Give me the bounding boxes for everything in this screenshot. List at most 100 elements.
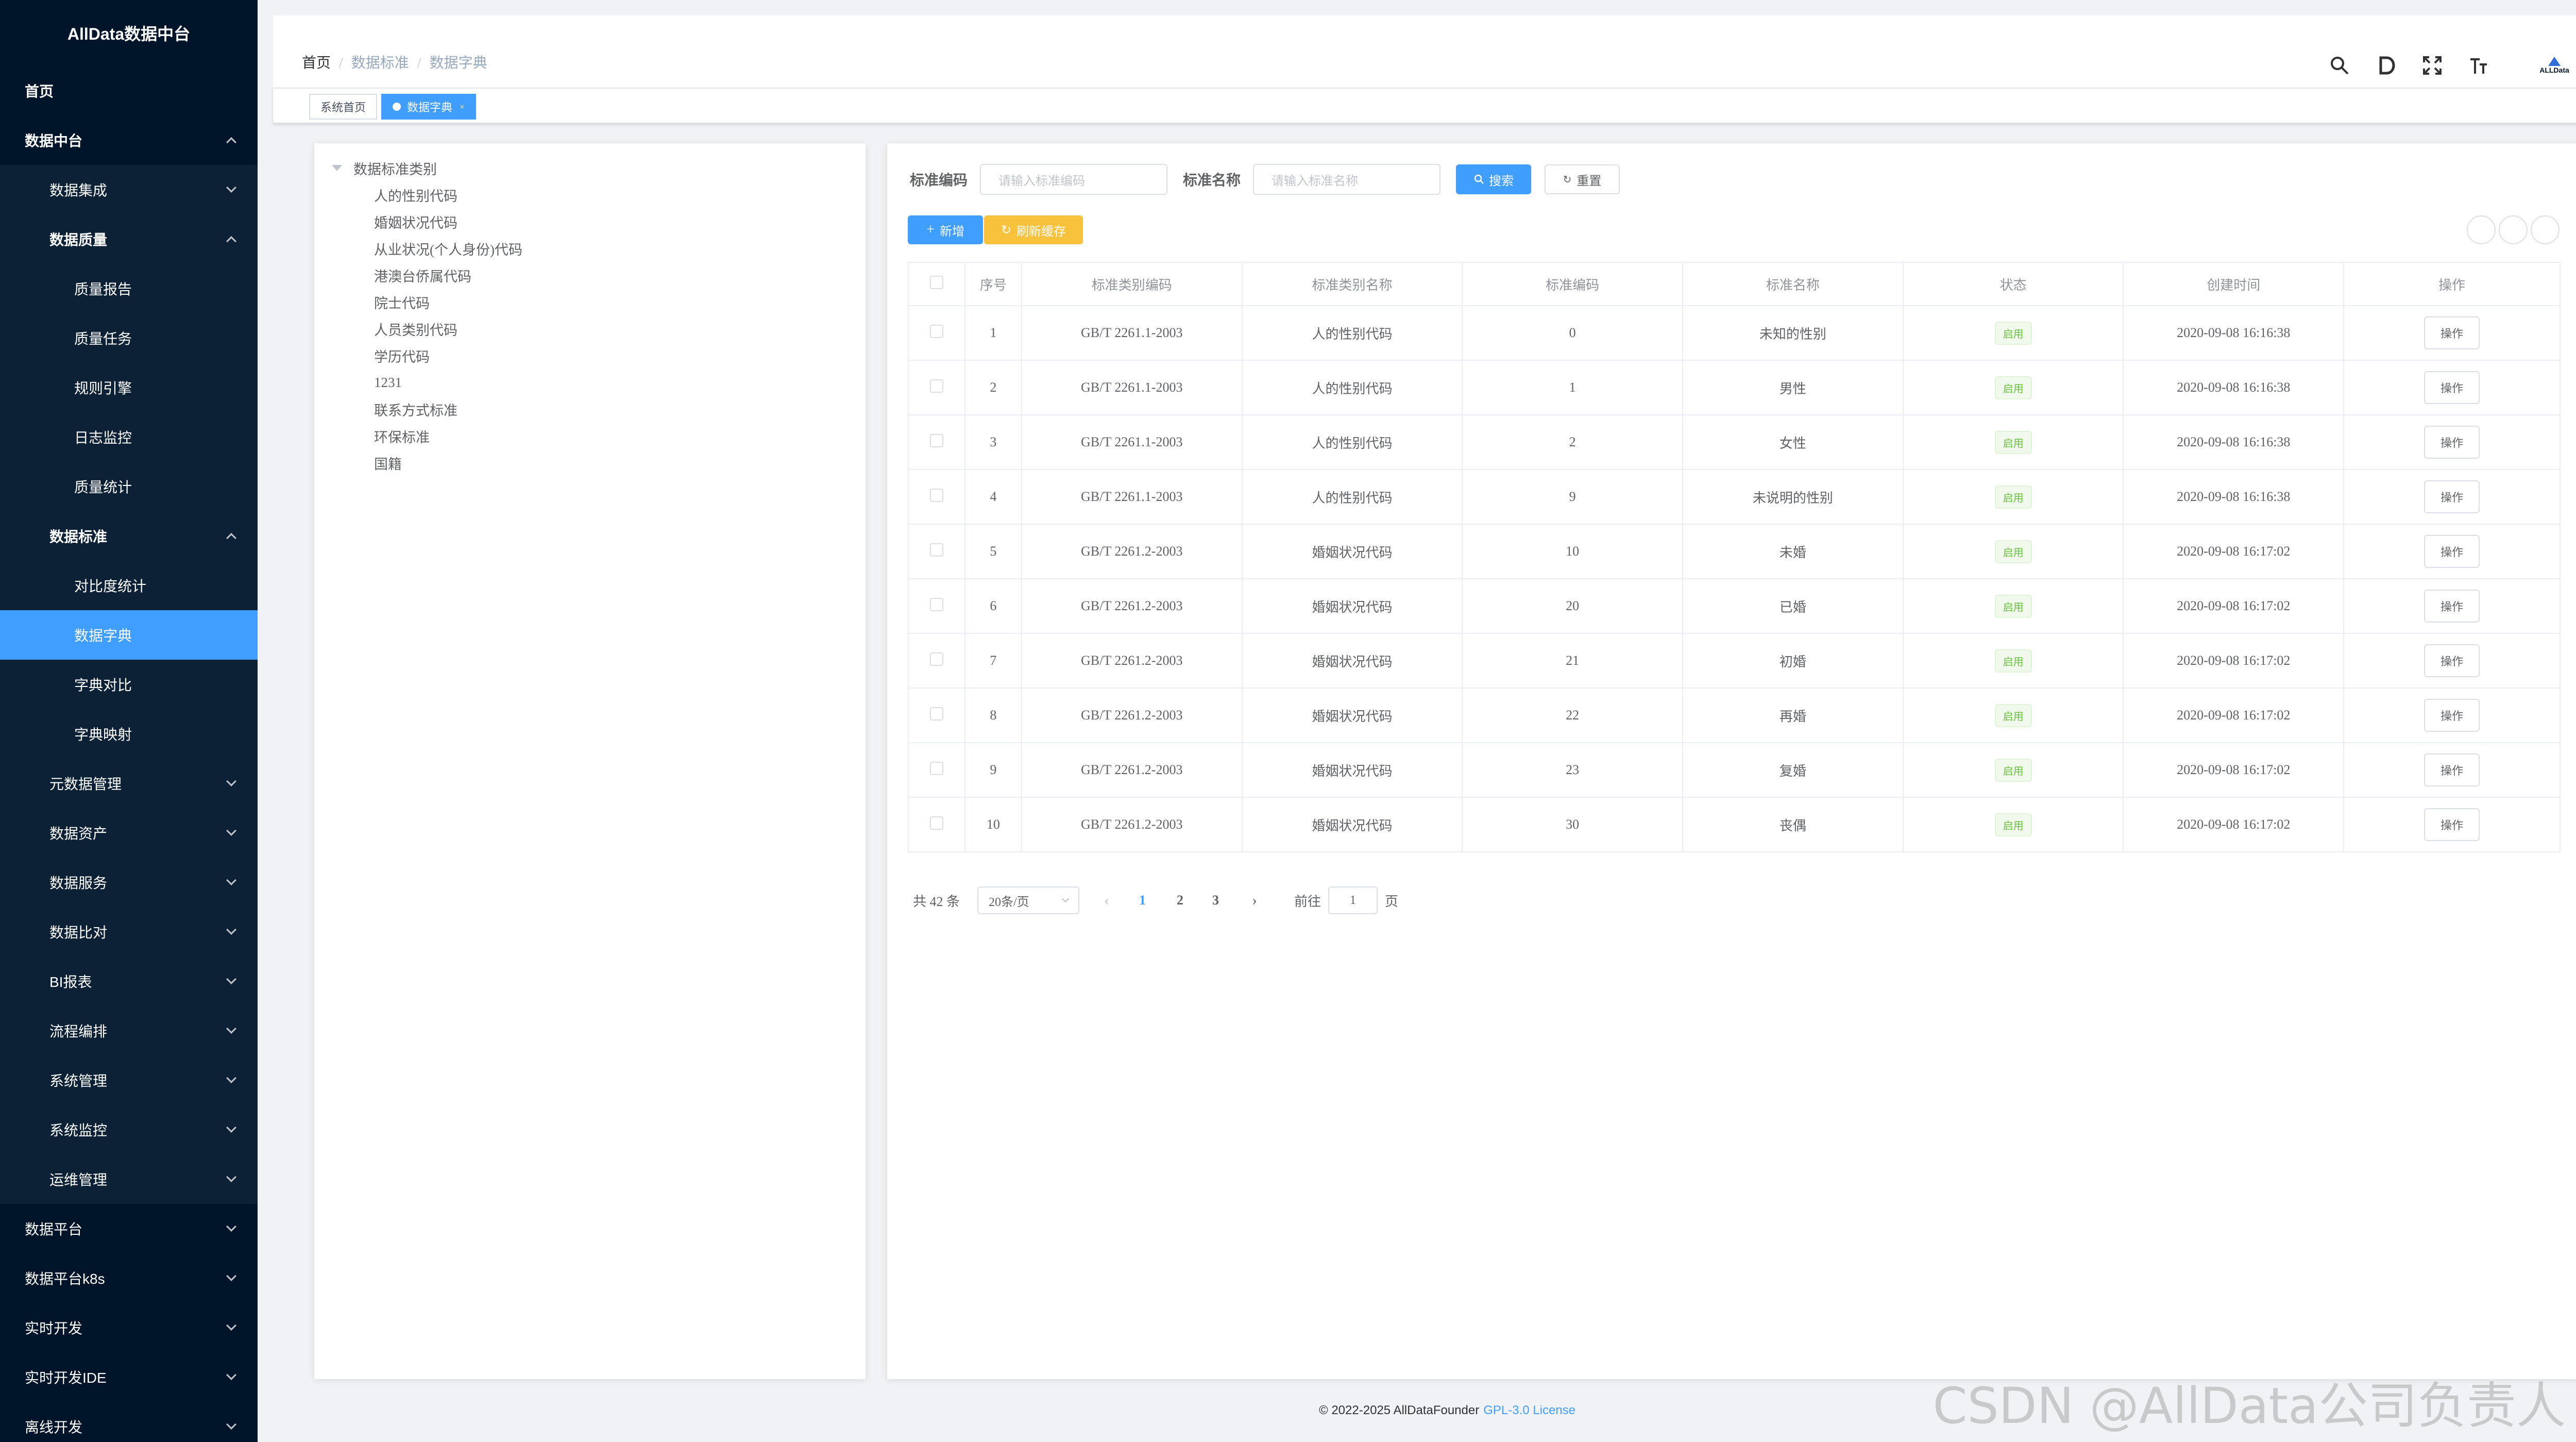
page-3[interactable]: 3 <box>1212 893 1219 908</box>
table-row[interactable]: 4 GB/T 2261.1-2003 人的性别代码 9 未说明的性别 启用 2020-09-… <box>908 469 2561 525</box>
sidebar-item[interactable]: 数据比对 <box>0 907 258 957</box>
sidebar-item[interactable]: 实时开发 <box>0 1303 258 1352</box>
sidebar-item[interactable]: 数据标准 <box>0 511 258 561</box>
operation-button[interactable]: 操作 <box>2424 699 2480 732</box>
breadcrumb-home[interactable]: 首页 <box>302 55 331 71</box>
document-icon[interactable] <box>2374 54 2398 77</box>
page-2[interactable]: 2 <box>1177 893 1184 908</box>
row-checkbox[interactable] <box>929 652 943 666</box>
cell-name: 已婚 <box>1682 578 1904 634</box>
tree-node[interactable]: 婚姻状况代码 <box>374 215 457 231</box>
row-checkbox[interactable] <box>929 379 943 393</box>
name-input[interactable]: 请输入标准名称 <box>1253 164 1441 195</box>
sidebar-item[interactable]: 实时开发IDE <box>0 1352 258 1402</box>
refresh-table-button[interactable] <box>2499 215 2528 244</box>
fullscreen-icon[interactable] <box>2420 54 2444 77</box>
operation-button[interactable]: 操作 <box>2424 480 2480 513</box>
sidebar-item[interactable]: 数据平台 <box>0 1204 258 1253</box>
row-checkbox[interactable] <box>929 707 943 720</box>
tree-node[interactable]: 1231 <box>374 374 402 390</box>
operation-button[interactable]: 操作 <box>2424 590 2480 623</box>
toggle-search-button[interactable] <box>2467 215 2496 244</box>
row-checkbox[interactable] <box>929 597 943 611</box>
sidebar-item[interactable]: 数据服务 <box>0 858 258 907</box>
sidebar-item[interactable]: 数据质量 <box>0 214 258 264</box>
tree-node[interactable]: 联系方式标准 <box>374 403 457 418</box>
tree-node[interactable]: 环保标准 <box>374 429 430 445</box>
row-checkbox[interactable] <box>929 324 943 338</box>
sidebar-item[interactable]: 流程编排 <box>0 1006 258 1055</box>
tree-node[interactable]: 港澳台侨属代码 <box>374 269 471 284</box>
sidebar-item[interactable]: 数据中台 <box>0 115 258 165</box>
table-row[interactable]: 10 GB/T 2261.2-2003 婚姻状况代码 30 丧偶 启用 2020-09-08… <box>908 797 2561 852</box>
search-icon[interactable] <box>2328 54 2351 77</box>
table-row[interactable]: 9 GB/T 2261.2-2003 婚姻状况代码 23 复婚 启用 2020-09-08 … <box>908 742 2561 798</box>
refresh-cache-button[interactable]: ↻ 刷新缓存 <box>984 215 1083 244</box>
breadcrumb-standard[interactable]: 数据标准 <box>351 55 409 71</box>
tag-data-dictionary[interactable]: 数据字典 × <box>381 94 477 120</box>
tree-node[interactable]: 院士代码 <box>374 295 430 311</box>
tree-node[interactable]: 国籍 <box>374 456 402 472</box>
prev-page-icon[interactable]: ‹ <box>1104 892 1110 909</box>
sidebar-item[interactable]: 数据字典 <box>0 610 258 660</box>
sidebar-item[interactable]: 质量任务 <box>0 313 258 363</box>
reset-button[interactable]: ↻ 重置 <box>1545 164 1620 194</box>
sidebar-item[interactable]: 数据资产 <box>0 808 258 858</box>
sidebar-item[interactable]: 元数据管理 <box>0 759 258 808</box>
table-row[interactable]: 2 GB/T 2261.1-2003 人的性别代码 1 男性 启用 2020-09-08 1… <box>908 360 2561 415</box>
sidebar-item[interactable]: 系统管理 <box>0 1055 258 1105</box>
add-button[interactable]: + 新增 <box>908 215 983 244</box>
sidebar-item[interactable]: 质量统计 <box>0 462 258 511</box>
row-checkbox[interactable] <box>929 761 943 775</box>
tree-root[interactable]: 数据标准类别 <box>319 155 522 181</box>
operation-button[interactable]: 操作 <box>2424 808 2480 841</box>
row-checkbox[interactable] <box>929 433 943 447</box>
sidebar-item[interactable]: 首页 <box>0 66 258 115</box>
close-icon[interactable]: × <box>460 101 465 112</box>
avatar[interactable]: ALLData <box>2534 47 2576 83</box>
operation-button[interactable]: 操作 <box>2424 535 2480 568</box>
table-row[interactable]: 7 GB/T 2261.2-2003 婚姻状况代码 21 初婚 启用 2020-09-08 … <box>908 633 2561 689</box>
sidebar-item[interactable]: 质量报告 <box>0 264 258 313</box>
sidebar-item[interactable]: 系统监控 <box>0 1105 258 1154</box>
tag-home[interactable]: 系统首页 <box>309 94 378 120</box>
page-1[interactable]: 1 <box>1139 893 1146 908</box>
sidebar-item[interactable]: 数据平台k8s <box>0 1253 258 1303</box>
operation-button[interactable]: 操作 <box>2424 371 2480 404</box>
caret-down-icon[interactable] <box>332 165 342 171</box>
tree-node[interactable]: 从业状况(个人身份)代码 <box>374 242 522 258</box>
sidebar-item[interactable]: 日志监控 <box>0 412 258 462</box>
sidebar-item[interactable]: 规则引擎 <box>0 363 258 412</box>
tree-node[interactable]: 学历代码 <box>374 349 430 365</box>
operation-button[interactable]: 操作 <box>2424 316 2480 349</box>
table-row[interactable]: 1 GB/T 2261.1-2003 人的性别代码 0 未知的性别 启用 2020-09-0… <box>908 305 2561 361</box>
select-all-checkbox[interactable] <box>929 275 943 289</box>
table-row[interactable]: 3 GB/T 2261.1-2003 人的性别代码 2 女性 启用 2020-09-08 1… <box>908 414 2561 470</box>
font-size-icon[interactable] <box>2467 54 2490 77</box>
table-row[interactable]: 6 GB/T 2261.2-2003 婚姻状况代码 20 已婚 启用 2020-09-08 … <box>908 578 2561 634</box>
license-link[interactable]: GPL-3.0 License <box>1483 1403 1575 1417</box>
sidebar-item[interactable]: 运维管理 <box>0 1154 258 1204</box>
sidebar-item[interactable]: 字典对比 <box>0 660 258 709</box>
operation-button[interactable]: 操作 <box>2424 753 2480 786</box>
goto-input[interactable]: 1 <box>1328 886 1378 914</box>
sidebar-item[interactable]: 字典映射 <box>0 709 258 759</box>
sidebar-item[interactable]: 对比度统计 <box>0 561 258 610</box>
operation-button[interactable]: 操作 <box>2424 644 2480 677</box>
row-checkbox[interactable] <box>929 543 943 557</box>
sidebar-item[interactable]: 离线开发 <box>0 1402 258 1442</box>
table-row[interactable]: 8 GB/T 2261.2-2003 婚姻状况代码 22 再婚 启用 2020-09-08 … <box>908 688 2561 743</box>
columns-button[interactable] <box>2531 215 2560 244</box>
search-button[interactable]: 搜索 <box>1456 164 1532 194</box>
code-input[interactable]: 请输入标准编码 <box>980 164 1168 195</box>
sidebar-item[interactable]: BI报表 <box>0 957 258 1006</box>
tree-node[interactable]: 人的性别代码 <box>374 188 457 204</box>
tree-node[interactable]: 人员类别代码 <box>374 322 457 338</box>
table-row[interactable]: 5 GB/T 2261.2-2003 婚姻状况代码 10 未婚 启用 2020-09-08 … <box>908 524 2561 579</box>
row-checkbox[interactable] <box>929 488 943 502</box>
sidebar-item[interactable]: 数据集成 <box>0 165 258 214</box>
row-checkbox[interactable] <box>929 816 943 830</box>
operation-button[interactable]: 操作 <box>2424 426 2480 459</box>
next-page-icon[interactable]: › <box>1252 892 1258 909</box>
page-size-select[interactable]: 20条/页 <box>977 886 1080 914</box>
